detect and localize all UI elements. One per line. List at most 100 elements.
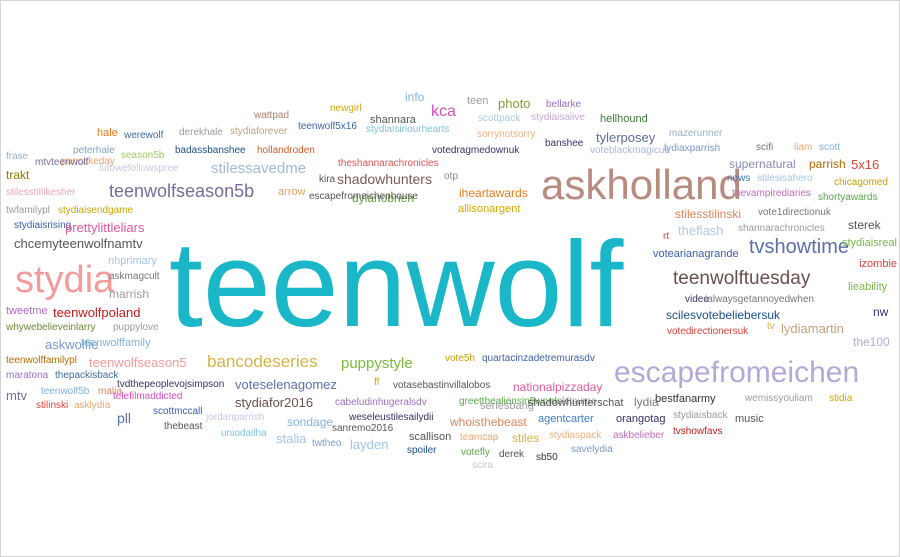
word-orangotag: orangotag — [616, 413, 666, 425]
word-teamcap: teamcap — [460, 432, 499, 443]
word-quartacinzadetremurasdv: quartacinzadetremurasdv — [482, 353, 595, 364]
word-otp: otp — [444, 171, 458, 182]
word-seriesbang: seriesbang — [480, 400, 534, 412]
word-savelydia: savelydia — [571, 444, 613, 455]
word-escapefromeichenhouse: escapefromeichenhouse — [309, 191, 418, 202]
word-thepackisback: thepackisback — [55, 370, 119, 381]
word-bestfanarmy: bestfanarmy — [655, 393, 716, 405]
word-maratona: maratona — [6, 370, 49, 381]
word-scott: scott — [819, 142, 841, 153]
word-music: music — [735, 413, 764, 425]
word-info: info — [405, 90, 425, 104]
word-frase: frase — [6, 151, 29, 162]
word-scottmccall: scottmccall — [153, 406, 203, 417]
word-lieability: lieability — [848, 281, 888, 293]
word-werewolf: werewolf — [124, 130, 164, 141]
word-dylanobrien: dylanobrien — [352, 191, 415, 205]
word-kitsume: kitsume — [562, 396, 597, 407]
word-stilesisahero: stilesisahero — [757, 173, 813, 184]
word-news: news — [727, 173, 751, 184]
word-wattpad: wattpad — [254, 110, 290, 121]
word-shannara: shannara — [370, 114, 416, 126]
word-trakt: trakt — [6, 168, 30, 182]
word-scira: scira — [472, 460, 494, 471]
word-bellarke: bellarke — [546, 99, 582, 110]
word-lydiaxparrish: lydiaxparrish — [664, 143, 721, 154]
word-ialwaysgetannoyedwhen: ialwaysgetannoyedwhen — [705, 294, 814, 305]
word-stydiaisreal: stydiaisreal — [841, 237, 897, 249]
word-askbelieber: askbelieber — [613, 430, 665, 441]
word-puppylove: puppylove — [113, 322, 159, 333]
word-parrish: parrish — [809, 157, 846, 171]
word-supernatural: supernatural — [729, 157, 796, 171]
word-marrish: marrish — [109, 287, 150, 301]
word-nationalpizzaday: nationalpizzaday — [513, 380, 603, 394]
word-stilesstilinski: stilesstilinski — [675, 207, 742, 221]
word-agentcarter: agentcarter — [538, 413, 594, 425]
word-liam: liam — [794, 142, 813, 153]
word-whoisthebeast: whoisthebeast — [450, 415, 527, 429]
word-derek: derek — [499, 449, 525, 460]
word-vote1directionuk: vote1directionuk — [758, 207, 831, 218]
word-stydia: stydia — [15, 259, 115, 301]
word-stydiaforever: stydiaforever — [230, 126, 288, 137]
word-puppystyle: puppystyle — [341, 355, 413, 372]
word-tv: tv — [767, 321, 775, 332]
word-hellhound: hellhound — [600, 113, 648, 125]
word-chicagomed: chicagomed — [834, 177, 888, 188]
word-video: video — [685, 294, 709, 305]
word-mtv: mtv — [6, 388, 27, 403]
word-wemissyouliam: wemissyouliam — [745, 393, 813, 404]
word-tylerposey: tylerposey — [596, 130, 656, 145]
word-stiles: stiles — [512, 431, 540, 445]
word-chcemyteenwolfnamtv: chcemyteenwolfnamtv — [14, 236, 143, 251]
word-stydiaisalive: stydiaisalive — [531, 112, 585, 123]
word-izombie: izombie — [859, 258, 897, 270]
word-iheartawards: iheartawards — [459, 186, 528, 200]
word-scottpack: scottpack — [478, 113, 521, 124]
word-shadowhunterschat: shadowhunterschat — [528, 397, 624, 409]
word-teenwolffamilypl: teenwolffamilypl — [6, 355, 77, 366]
word-sterek: sterek — [848, 218, 881, 232]
word-hale: hale — [97, 127, 118, 139]
word-shortyawards: shortyawards — [818, 192, 878, 203]
word-askholland: askholland — [541, 161, 742, 208]
word-whywebelieveinlarry: whywebelieveinlarry — [6, 322, 96, 333]
word-stilessavedme: stilessavedme — [211, 160, 307, 177]
word-rt: rt — [663, 231, 670, 242]
word-cabeludinhugeralsdv: cabeludinhugeralsdv — [335, 397, 427, 408]
word-nhprimary: nhprimary — [108, 255, 157, 267]
word-stalia: stalia — [276, 431, 307, 446]
word-prettylittleliars: prettylittleliars — [65, 220, 145, 235]
word-tweetme: tweetme — [6, 305, 48, 317]
word-lutowefollowspree: lutowefollowspree — [99, 163, 179, 174]
word-stydiaisinourhearts: stydiaisinourhearts — [366, 124, 450, 135]
word-kira: kira — [319, 174, 336, 185]
word-thevampirediaries: thevampirediaries — [732, 188, 811, 199]
word-sanremo2016: sanremo2016 — [332, 423, 394, 434]
word-telefilmaddicted: telefilmaddicted — [113, 391, 183, 402]
word-stidia: stidia — [829, 393, 853, 404]
word-teen: teen — [467, 95, 489, 107]
word-tvshowfavs: tvshowfavs — [673, 426, 723, 437]
word-newgirl: newgirl — [330, 103, 362, 114]
word-spoiler: spoiler — [407, 445, 437, 456]
word-stydiaisrising: stydiaisrising — [14, 220, 72, 231]
word-scallison: scallison — [409, 431, 452, 443]
word-badassbanshee: badassbanshee — [175, 145, 246, 156]
word-votedirectionersuk: votedirectionersuk — [667, 326, 749, 337]
word-teenwolffamily: teenwolffamily — [81, 337, 151, 349]
word-photo: photo — [498, 96, 531, 111]
word-escapefromeichen: escapefromeichen — [614, 356, 860, 389]
word-stydiaisback: stydiaisback — [673, 410, 728, 421]
word-votefly: votefly — [461, 447, 490, 458]
word-twfamilypl: twfamilypl — [6, 205, 50, 216]
word-teenwolfseason5b: teenwolfseason5b — [109, 181, 255, 201]
word-greetthealiensin5words: greetthealiensin5words — [459, 396, 562, 407]
word-stydiafor2016: stydiafor2016 — [235, 395, 314, 410]
word-season5b: season5b — [121, 150, 165, 161]
word-lydia: lydia — [634, 395, 659, 409]
word-voteblackmagicuk: voteblackmagicuk — [590, 145, 670, 156]
word-mazerunner: mazerunner — [669, 128, 723, 139]
word-teenwolf5x16: teenwolf5x16 — [298, 121, 357, 132]
